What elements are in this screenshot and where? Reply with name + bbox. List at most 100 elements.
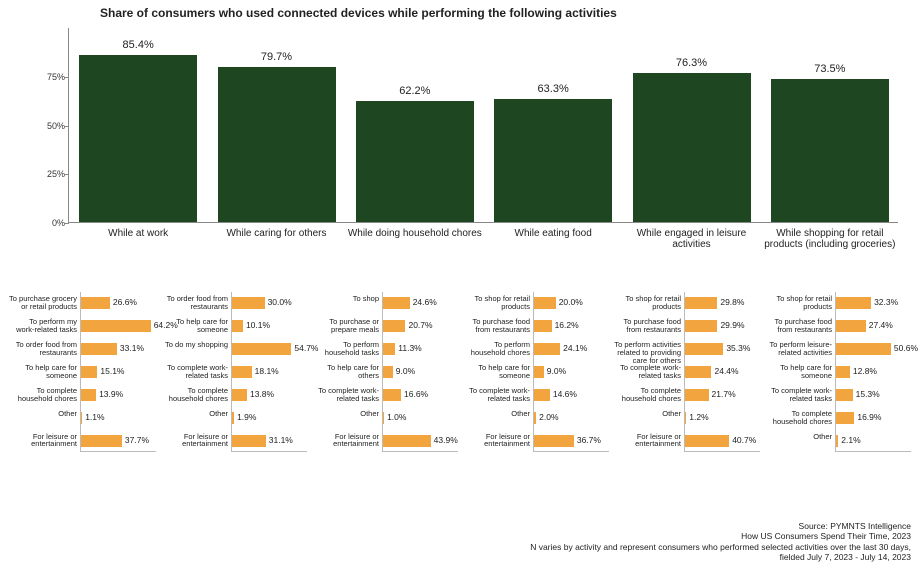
small-bar-row: To shop for retail products20.0% xyxy=(534,295,609,311)
small-plot-area: To shop for retail products32.3%To purch… xyxy=(835,292,911,452)
small-bar-row: To perform leisure-related activities50.… xyxy=(836,341,911,357)
small-plot-area: To shop24.6%To purchase or prepare meals… xyxy=(382,292,458,452)
small-bar xyxy=(81,343,117,355)
small-bar-label: To do my shopping xyxy=(160,341,228,349)
small-bar-value: 16.9% xyxy=(857,412,881,422)
small-bar-row: To complete household chores21.7% xyxy=(685,387,760,403)
small-bar-label: To perform my work-related tasks xyxy=(9,318,77,334)
main-bar-value: 62.2% xyxy=(356,85,474,97)
small-bar-label: Other xyxy=(613,410,681,418)
small-plot-area: To shop for retail products20.0%To purch… xyxy=(533,292,609,452)
small-bar-row: To perform my work-related tasks64.2% xyxy=(81,318,156,334)
main-bar-chart: 0%25%50%75%85.4%While at work79.7%While … xyxy=(40,28,902,248)
small-bar-value: 1.9% xyxy=(237,412,256,422)
small-bar-value: 2.0% xyxy=(539,412,558,422)
small-bar-row: To help care for someone15.1% xyxy=(81,364,156,380)
small-bar-label: To perform activities related to providi… xyxy=(613,341,681,365)
small-bar-value: 16.6% xyxy=(404,389,428,399)
small-bar xyxy=(534,343,560,355)
small-bar xyxy=(383,343,395,355)
small-bar-label: To complete work-related tasks xyxy=(613,364,681,380)
small-bar xyxy=(81,435,122,447)
footnote-line: N varies by activity and represent consu… xyxy=(530,542,911,552)
small-bar-value: 16.2% xyxy=(555,320,579,330)
chart-title: Share of consumers who used connected de… xyxy=(100,6,617,20)
small-bar-row: For leisure or entertainment36.7% xyxy=(534,433,609,449)
small-bar-label: For leisure or entertainment xyxy=(9,433,77,449)
small-bar-row: To help care for someone10.1% xyxy=(232,318,307,334)
small-bar-row: Other1.2% xyxy=(685,410,760,426)
small-plot-area: To purchase grocery or retail products26… xyxy=(80,292,156,452)
small-bar-label: To complete household chores xyxy=(160,387,228,403)
source-footnote: Source: PYMNTS Intelligence How US Consu… xyxy=(530,521,911,562)
footnote-line: Source: PYMNTS Intelligence xyxy=(530,521,911,531)
small-bar xyxy=(836,389,853,401)
small-bar xyxy=(81,412,82,424)
small-bar-row: To complete work-related tasks14.6% xyxy=(534,387,609,403)
main-bar: 85.4% xyxy=(79,55,197,222)
small-bar xyxy=(232,389,247,401)
small-panel: To shop for retail products32.3%To purch… xyxy=(763,288,914,513)
small-bar-value: 29.8% xyxy=(720,297,744,307)
small-bar xyxy=(383,320,405,332)
main-bar: 63.3% xyxy=(494,99,612,222)
small-bar-label: To help care for someone xyxy=(462,364,530,380)
small-bar-value: 12.8% xyxy=(853,366,877,376)
small-bar-value: 24.1% xyxy=(563,343,587,353)
x-category-label: While shopping for retail products (incl… xyxy=(763,228,897,250)
main-bar-value: 73.5% xyxy=(771,63,889,75)
small-bar-row: To perform household tasks11.3% xyxy=(383,341,458,357)
footnote-line: How US Consumers Spend Their Time, 2023 xyxy=(530,531,911,541)
small-bar-row: Other2.0% xyxy=(534,410,609,426)
small-bar-value: 35.3% xyxy=(726,343,750,353)
small-bar-value: 36.7% xyxy=(577,435,601,445)
x-category-label: While doing household chores xyxy=(348,228,482,239)
main-bar: 62.2% xyxy=(356,101,474,222)
small-bar xyxy=(383,297,410,309)
small-bar xyxy=(836,343,891,355)
small-bar-label: To shop xyxy=(311,295,379,303)
small-bar xyxy=(685,389,709,401)
small-bar xyxy=(836,435,838,447)
small-bar xyxy=(534,366,544,378)
small-bar xyxy=(81,297,110,309)
small-bar-label: To complete household chores xyxy=(613,387,681,403)
small-bar-label: For leisure or entertainment xyxy=(160,433,228,449)
small-bar-label: To perform leisure-related activities xyxy=(764,341,832,357)
small-bar xyxy=(685,366,711,378)
small-bar-label: To purchase grocery or retail products xyxy=(9,295,77,311)
small-bar-value: 2.1% xyxy=(841,435,860,445)
small-bar-value: 20.0% xyxy=(559,297,583,307)
small-bar-label: To complete work-related tasks xyxy=(311,387,379,403)
small-bar-row: Other1.9% xyxy=(232,410,307,426)
main-bar-value: 85.4% xyxy=(79,39,197,51)
small-bar-value: 27.4% xyxy=(869,320,893,330)
main-bar-value: 76.3% xyxy=(633,57,751,69)
small-bar-label: To purchase or prepare meals xyxy=(311,318,379,334)
small-bar-value: 33.1% xyxy=(120,343,144,353)
small-bar-label: For leisure or entertainment xyxy=(462,433,530,449)
y-tick-label: 25% xyxy=(41,169,65,179)
small-bar-value: 30.0% xyxy=(268,297,292,307)
small-bar-label: To help care for someone xyxy=(9,364,77,380)
small-bar-label: To help care for others xyxy=(311,364,379,380)
y-tick-label: 75% xyxy=(41,72,65,82)
small-bar-label: To purchase food from restaurants xyxy=(462,318,530,334)
small-panel: To shop for retail products20.0%To purch… xyxy=(461,288,612,513)
small-bar-value: 50.6% xyxy=(894,343,918,353)
small-bar-row: To complete household chores16.9% xyxy=(836,410,911,426)
small-bar-label: To complete work-related tasks xyxy=(462,387,530,403)
small-bar-row: To complete work-related tasks18.1% xyxy=(232,364,307,380)
small-bar-label: To complete household chores xyxy=(764,410,832,426)
small-panel: To order food from restaurants30.0%To he… xyxy=(159,288,310,513)
small-bar-row: To complete work-related tasks16.6% xyxy=(383,387,458,403)
small-bar-label: To perform household chores xyxy=(462,341,530,357)
small-bar-value: 24.6% xyxy=(413,297,437,307)
small-bar-label: For leisure or entertainment xyxy=(613,433,681,449)
small-bar xyxy=(81,389,96,401)
main-bar: 79.7% xyxy=(218,67,336,222)
small-plot-area: To shop for retail products29.8%To purch… xyxy=(684,292,760,452)
x-category-label: While caring for others xyxy=(210,228,344,239)
small-bar-label: Other xyxy=(764,433,832,441)
small-bar-value: 43.9% xyxy=(434,435,458,445)
